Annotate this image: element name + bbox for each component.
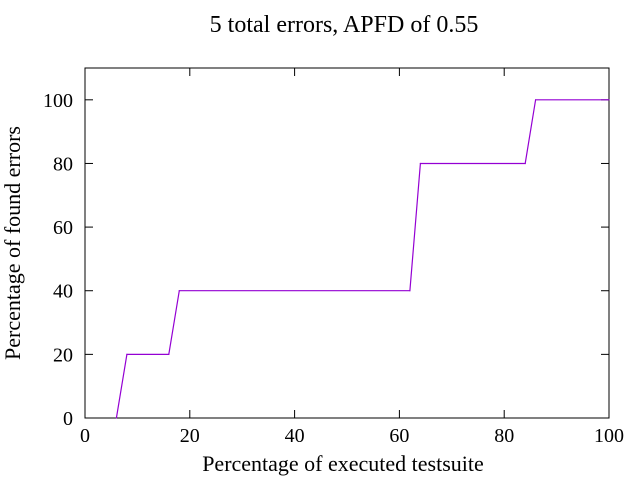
data-point	[126, 353, 128, 355]
plot-area-frame	[84, 67, 610, 419]
data-point	[168, 353, 170, 355]
y-tick-label: 60	[53, 217, 73, 239]
x-axis-label: Percentage of executed testsuite	[202, 451, 484, 476]
x-tick-label: 60	[389, 425, 409, 447]
data-point	[608, 99, 610, 101]
y-tick-label: 80	[53, 153, 73, 175]
data-point	[524, 162, 526, 165]
chart-title: 5 total errors, APFD of 0.55	[210, 12, 479, 38]
x-tick-label: 80	[494, 425, 514, 447]
y-tick-label: 20	[53, 344, 73, 366]
data-point	[409, 290, 411, 292]
y-tick-label: 0	[63, 408, 73, 430]
x-tick-label: 40	[285, 425, 305, 447]
x-tick-label: 100	[594, 425, 624, 447]
data-point	[115, 417, 117, 419]
data-point	[178, 290, 180, 292]
y-axis-label: Percentage of found errors	[0, 126, 25, 360]
series-line	[115, 99, 609, 419]
x-axis-ticks: 0 20 40 60 80 100	[80, 68, 624, 447]
data-point	[535, 99, 537, 101]
x-tick-label: 20	[180, 425, 200, 447]
series-layer	[115, 99, 610, 419]
y-axis-ticks: 0 20 40 60 80 100	[43, 90, 609, 430]
y-tick-label: 100	[43, 90, 73, 112]
y-tick-label: 40	[53, 281, 73, 303]
x-tick-label: 0	[80, 425, 90, 447]
data-point	[419, 162, 421, 165]
